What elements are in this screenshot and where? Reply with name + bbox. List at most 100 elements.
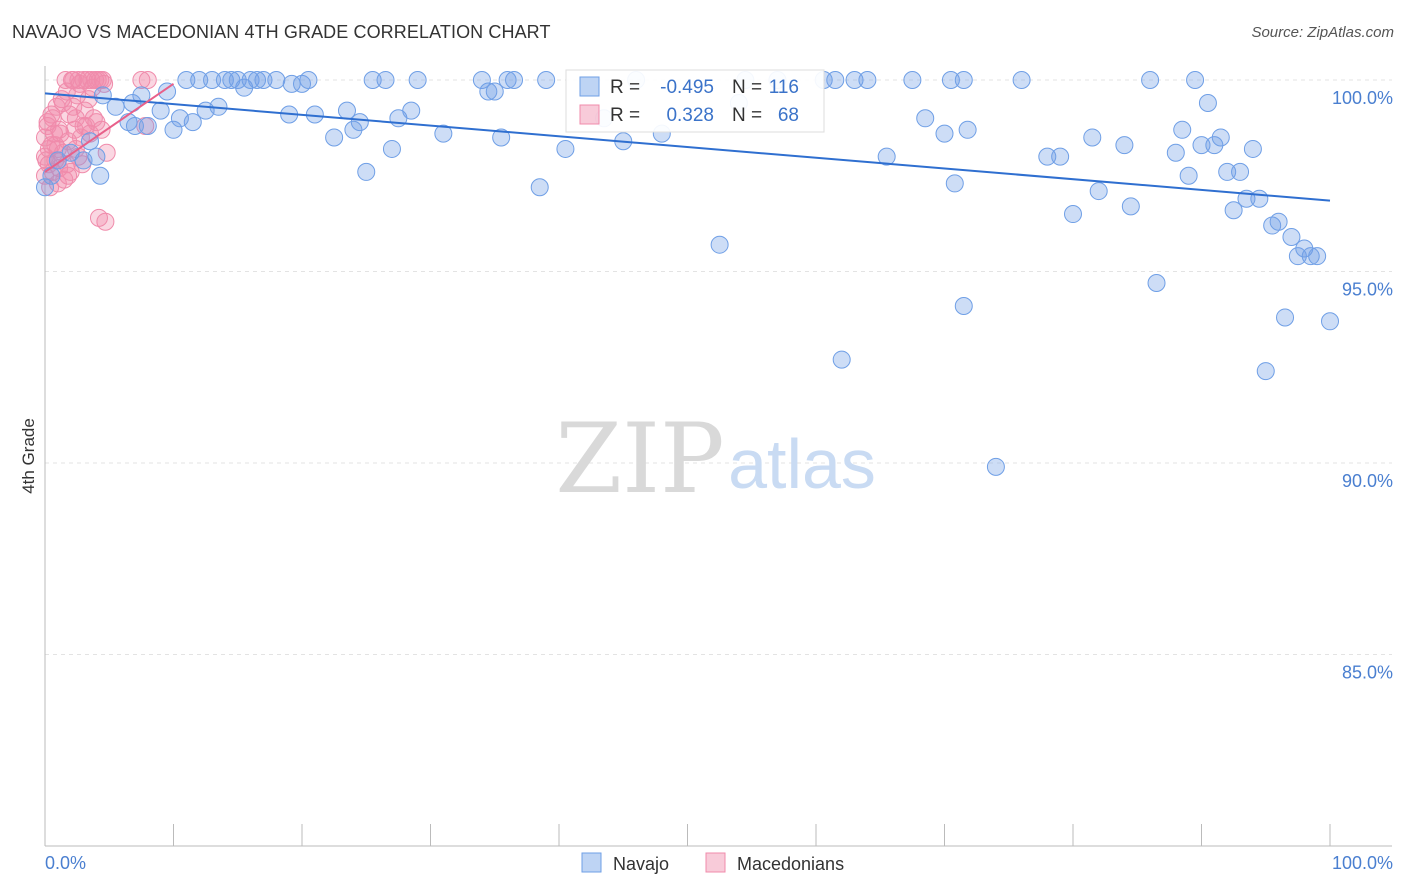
legend-swatch-macedonians [705, 852, 726, 873]
navajo-point [945, 174, 964, 193]
navajo-trend-line [44, 92, 1331, 202]
navajo-point [935, 124, 954, 143]
stats-n-label: N = [732, 77, 762, 98]
macedonians-point [65, 120, 84, 139]
navajo-point [958, 120, 977, 139]
macedonians-point [71, 128, 90, 147]
y-axis-label: 4th Grade [19, 418, 38, 494]
navajo-point [1012, 71, 1031, 89]
navajo-point [408, 71, 427, 89]
navajo-point [832, 350, 851, 369]
navajo-point [183, 113, 202, 132]
navajo-point [42, 166, 61, 185]
watermark-atlas: atlas [728, 425, 876, 503]
navajo-point [1288, 247, 1307, 266]
navajo-point [1243, 139, 1262, 158]
navajo-point [986, 457, 1005, 476]
axes [44, 66, 1392, 847]
navajo-point [267, 71, 286, 89]
navajo-point [299, 71, 318, 89]
navajo-point [1064, 205, 1082, 224]
navajo-point [954, 296, 973, 315]
tick-labels: 100.0% 95.0% 90.0% 85.0% 0.0% 100.0% [45, 88, 1393, 873]
macedonians-point [74, 116, 93, 135]
navajo-point [845, 71, 864, 89]
navajo-point [1231, 162, 1250, 181]
stats-r-value: 0.328 [666, 105, 714, 126]
navajo-point [530, 178, 549, 197]
macedonians-point [97, 143, 116, 162]
macedonians-trend-line [44, 83, 175, 173]
navajo-point [1256, 362, 1275, 381]
x-tick-label-min: 0.0% [45, 853, 86, 873]
stats-n-value: 68 [778, 105, 799, 126]
y-tick-label: 90.0% [1342, 471, 1393, 491]
navajo-point [877, 147, 896, 166]
navajo-point [36, 178, 54, 197]
navajo-point [402, 101, 421, 120]
macedonians-points [36, 71, 157, 231]
navajo-point [344, 120, 363, 139]
macedonians-point [79, 90, 98, 109]
navajo-point [1115, 136, 1134, 155]
navajo-point [215, 71, 234, 89]
stats-r-value: -0.495 [660, 77, 714, 98]
navajo-point [1224, 201, 1243, 220]
navajo-point [350, 113, 369, 132]
navajo-point [556, 139, 575, 158]
navajo-point [1166, 143, 1185, 162]
macedonians-point [66, 109, 85, 128]
legend: Navajo Macedonians [581, 852, 844, 874]
navajo-point [132, 86, 151, 105]
navajo-point [203, 71, 222, 89]
navajo-point [1218, 162, 1237, 181]
navajo-point [363, 71, 382, 89]
chart-title: NAVAJO VS MACEDONIAN 4TH GRADE CORRELATI… [12, 22, 551, 42]
navajo-point [228, 71, 247, 89]
navajo-point [190, 71, 209, 89]
stats-r-label: R = [610, 77, 640, 98]
navajo-point [1250, 189, 1269, 208]
navajo-point [858, 71, 877, 89]
navajo-point [1192, 136, 1211, 155]
navajo-point [434, 124, 453, 143]
navajo-point [376, 71, 395, 89]
navajo-point [1276, 308, 1295, 327]
navajo-point [158, 82, 177, 101]
stats-box-frame [565, 69, 825, 133]
navajo-point [1147, 273, 1166, 292]
watermark-zip: ZIP [555, 403, 724, 515]
navajo-point [941, 71, 960, 89]
macedonians-point [96, 212, 115, 231]
navajo-point [537, 71, 556, 89]
navajo-point [1282, 228, 1301, 247]
stats-r-label: R = [610, 105, 640, 126]
navajo-point [1198, 93, 1217, 112]
trend-lines [44, 83, 1331, 202]
navajo-point [1301, 247, 1320, 266]
navajo-point [492, 128, 511, 147]
stats-n-label: N = [732, 105, 762, 126]
navajo-point [125, 116, 144, 135]
navajo-point [106, 97, 125, 116]
navajo-point [357, 162, 376, 181]
navajo-point [1179, 166, 1198, 185]
stats-swatch-macedonians [579, 104, 600, 125]
y-tick-label: 100.0% [1332, 88, 1393, 108]
navajo-point [1089, 182, 1108, 201]
macedonians-point [64, 97, 83, 116]
navajo-point [1141, 71, 1160, 89]
navajo-point [241, 71, 260, 89]
navajo-point [1173, 120, 1192, 139]
navajo-point [505, 71, 524, 89]
navajo-point [485, 82, 504, 101]
y-tick-label: 95.0% [1342, 280, 1393, 300]
navajo-point [382, 139, 401, 158]
navajo-point [1038, 147, 1057, 166]
gridlines [45, 79, 1392, 655]
macedonians-point [75, 101, 94, 120]
legend-label-navajo: Navajo [613, 854, 669, 874]
navajo-point [164, 120, 183, 139]
navajo-point [248, 71, 267, 89]
